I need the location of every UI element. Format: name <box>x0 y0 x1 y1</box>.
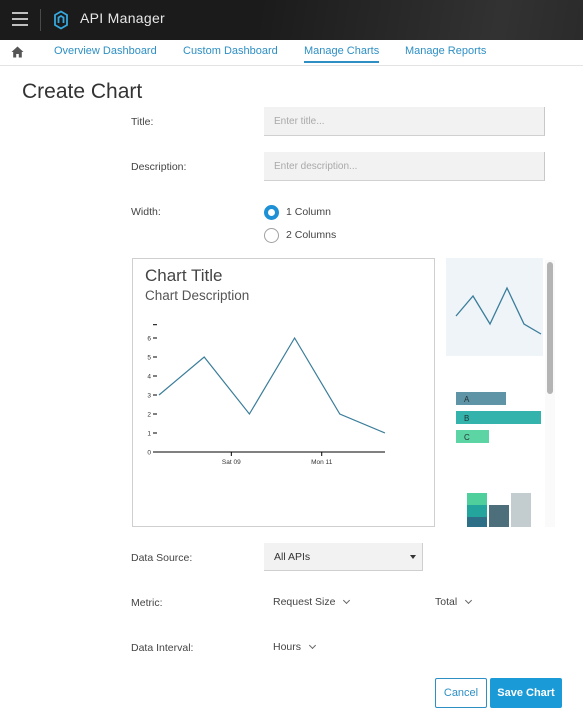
metric-label: Metric: <box>131 597 163 609</box>
radio-button-checked[interactable] <box>264 204 279 220</box>
y-tick-label: 4 <box>147 374 151 381</box>
y-tick-label: 6 <box>147 336 151 343</box>
hamburger-menu-icon[interactable] <box>12 12 28 26</box>
data-interval-dropdown[interactable]: Hours <box>273 641 317 653</box>
x-tick-label: Sat 09 <box>222 459 241 466</box>
nav-overview-dashboard[interactable]: Overview Dashboard <box>54 45 157 57</box>
top-bar: API Manager <box>0 0 583 40</box>
chevron-down-icon <box>343 596 351 605</box>
width-option-2-columns[interactable]: 2 Columns <box>264 227 336 243</box>
preview-chart-title: Chart Title <box>145 266 223 285</box>
preview-chart-description: Chart Description <box>145 288 250 303</box>
chevron-down-icon <box>465 596 473 605</box>
y-tick-label: 3 <box>147 393 151 400</box>
cancel-button[interactable]: Cancel <box>435 678 487 708</box>
y-tick-label: 2 <box>147 412 151 419</box>
caret-down-icon <box>410 555 416 559</box>
width-option-label: 1 Column <box>286 206 331 218</box>
nav-custom-dashboard[interactable]: Custom Dashboard <box>183 45 278 57</box>
description-input[interactable] <box>264 152 545 181</box>
width-label: Width: <box>131 206 161 218</box>
stacked-bar-thumbnail[interactable] <box>446 488 543 527</box>
home-icon[interactable] <box>11 46 24 58</box>
api-manager-logo-icon <box>54 10 68 30</box>
series-line <box>158 336 386 434</box>
chart-type-thumbnails: A B C <box>446 258 556 527</box>
metric-value: Request Size <box>273 596 336 608</box>
title-label: Title: <box>131 116 154 128</box>
nav-manage-reports[interactable]: Manage Reports <box>405 45 487 57</box>
title-input[interactable] <box>264 107 545 136</box>
chevron-down-icon <box>308 641 317 650</box>
y-tick-label: 1 <box>147 431 151 438</box>
line-chart-thumbnail-icon <box>455 286 542 335</box>
thumb-bar-b <box>456 411 541 424</box>
width-option-label: 2 Columns <box>286 229 337 241</box>
scrollbar-thumb[interactable] <box>547 262 553 394</box>
description-label: Description: <box>131 161 187 173</box>
nav-bar: Overview Dashboard Custom Dashboard Mana… <box>0 40 583 66</box>
thumb-bar-label: A <box>464 395 470 404</box>
thumbnails-scrollbar[interactable] <box>545 260 555 527</box>
app-title: API Manager <box>80 10 166 26</box>
thumb-bar-a <box>456 392 506 405</box>
nav-manage-charts[interactable]: Manage Charts <box>304 45 380 63</box>
y-tick-label: 5 <box>147 355 151 362</box>
width-option-1-column[interactable]: 1 Column <box>264 204 331 220</box>
metric-aggregate-dropdown[interactable]: Total <box>435 596 473 608</box>
save-chart-button[interactable]: Save Chart <box>490 678 562 708</box>
line-chart-thumbnail[interactable] <box>446 258 543 356</box>
data-source-label: Data Source: <box>131 552 193 564</box>
top-bar-divider <box>40 9 41 31</box>
data-interval-value: Hours <box>273 641 302 653</box>
metric-dropdown[interactable]: Request Size <box>273 596 351 608</box>
thumb-bar-c <box>456 430 489 443</box>
top-bar-decoration <box>260 0 583 40</box>
x-tick-label: Mon 11 <box>311 459 333 466</box>
thumb-bar-label: B <box>464 414 469 423</box>
radio-button[interactable] <box>264 227 279 243</box>
preview-line-chart: 0 1 2 3 4 5 6 Sat 09 Mon 11 <box>147 324 386 466</box>
thumb-bar-label: C <box>464 433 470 442</box>
y-tick-label: 0 <box>147 450 151 457</box>
bar-chart-thumbnail[interactable]: A B C <box>446 386 543 448</box>
metric-aggregate-value: Total <box>435 596 458 608</box>
data-source-select[interactable]: All APIs <box>264 543 423 571</box>
page-title: Create Chart <box>22 80 143 103</box>
data-source-value: All APIs <box>274 551 311 563</box>
data-interval-label: Data Interval: <box>131 642 194 654</box>
chart-preview: Chart Title Chart Description 0 1 2 3 4 5 6 Sat… <box>132 258 435 527</box>
